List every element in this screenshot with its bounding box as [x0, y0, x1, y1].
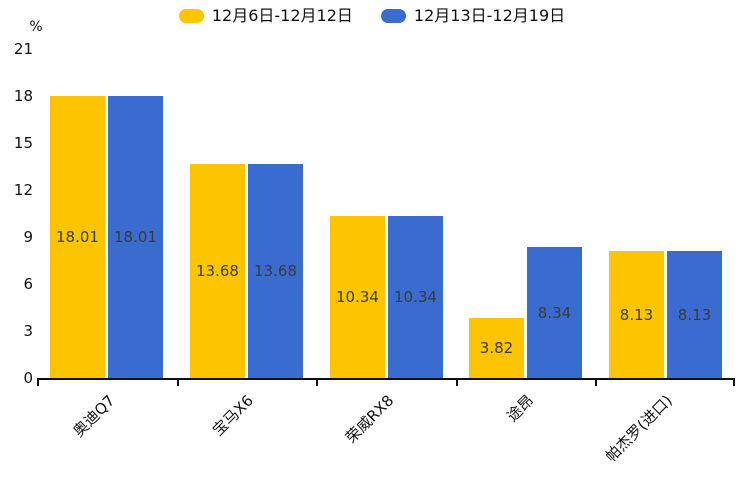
bar-value-label: 8.34: [537, 304, 572, 322]
y-tick-label: 9: [23, 228, 33, 246]
legend-swatch-icon: [380, 9, 406, 23]
bar-帕杰罗(进口)-series-1[interactable]: 8.13: [667, 251, 722, 378]
bar-value-label: 13.68: [254, 262, 297, 280]
legend-item-label: 12月6日-12月12日: [211, 6, 353, 25]
y-axis-unit-label: %: [29, 19, 43, 35]
y-tick-label: 12: [13, 181, 33, 199]
bar-宝马X6-series-0[interactable]: 13.68: [190, 164, 245, 378]
y-tick-label: 18: [13, 87, 33, 105]
bar-帕杰罗(进口)-series-0[interactable]: 8.13: [609, 251, 664, 378]
bar-value-label: 18.01: [114, 228, 157, 246]
x-category-label[interactable]: 奥迪Q7: [69, 391, 119, 441]
x-axis-tick: [316, 380, 318, 386]
legend-item-series-0[interactable]: 12月6日-12月12日: [178, 6, 353, 25]
x-axis-tick: [37, 380, 39, 386]
x-category-label[interactable]: 荣威RX8: [341, 391, 398, 447]
bar-value-label: 18.01: [56, 228, 99, 246]
x-axis-tick: [456, 380, 458, 386]
x-category-label[interactable]: 宝马X6: [209, 391, 258, 440]
y-tick-label: 15: [13, 134, 33, 152]
bar-荣威RX8-series-1[interactable]: 10.34: [388, 216, 443, 378]
bar-value-label: 13.68: [196, 262, 239, 280]
bar-value-label: 10.34: [394, 288, 437, 306]
bar-荣威RX8-series-0[interactable]: 10.34: [330, 216, 385, 378]
x-axis-tick: [177, 380, 179, 386]
bar-value-label: 8.13: [677, 306, 712, 324]
bar-途昂-series-1[interactable]: 8.34: [527, 247, 582, 378]
x-axis-tick: [733, 380, 735, 386]
bar-value-label: 3.82: [479, 339, 514, 357]
plot-area: 18.01 18.01 13.68 13.68 10.34 10.34 3.82 8.34 8.…: [37, 49, 735, 386]
bar-value-label: 8.13: [619, 306, 654, 324]
bar-宝马X6-series-1[interactable]: 13.68: [248, 164, 303, 378]
bar-奥迪Q7-series-1[interactable]: 18.01: [108, 96, 163, 378]
legend-item-series-1[interactable]: 12月13日-12月19日: [380, 6, 566, 25]
x-category-label[interactable]: 帕杰罗(进口): [602, 391, 677, 466]
y-tick-label: 3: [23, 322, 33, 340]
legend: 12月6日-12月12日 12月13日-12月19日: [0, 7, 744, 25]
x-category-label[interactable]: 途昂: [503, 391, 538, 426]
legend-item-label: 12月13日-12月19日: [413, 6, 566, 25]
y-tick-label: 0: [23, 369, 33, 387]
y-tick-label: 21: [13, 40, 33, 58]
bar-value-label: 10.34: [336, 288, 379, 306]
bar-奥迪Q7-series-0[interactable]: 18.01: [50, 96, 105, 378]
x-axis-tick: [595, 380, 597, 386]
legend-swatch-icon: [178, 9, 204, 23]
y-tick-label: 6: [23, 275, 33, 293]
bar-途昂-series-0[interactable]: 3.82: [469, 318, 524, 378]
